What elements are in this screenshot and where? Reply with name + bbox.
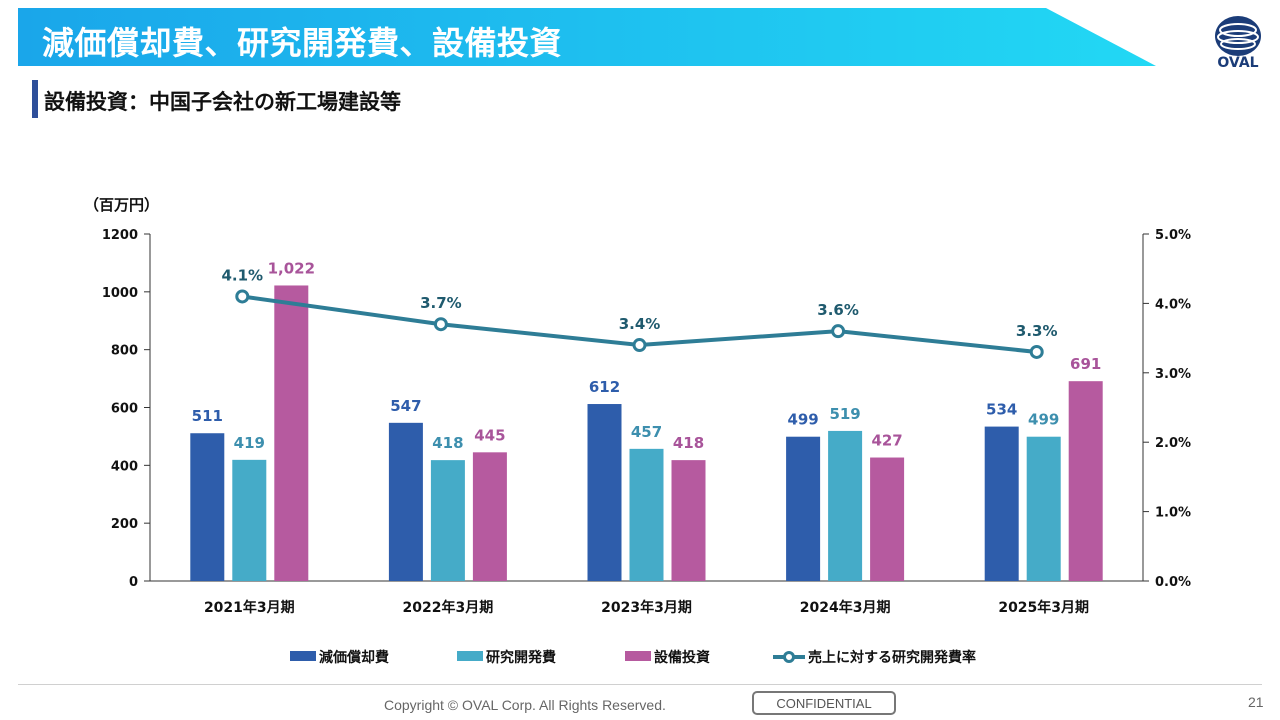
data-labels: 511 547 612 499 534 419 418 457 519 499 1,022 445 41…: [192, 259, 1102, 452]
bar-value-label: 511: [192, 407, 223, 425]
x-tick-label: 2024年3月期: [800, 599, 891, 616]
bar: [274, 285, 309, 581]
bar-value-label: 612: [589, 378, 620, 396]
legend-label: 減価償却費: [319, 649, 389, 666]
page-number: 21: [1248, 694, 1264, 710]
chart-axes: 0 200 400 600 800 1000 1200 0.0% 1.0% 2.0% 3.0% 4.0…: [102, 228, 1191, 616]
y2-tick-label: 3.0%: [1155, 367, 1191, 382]
footer-divider: [18, 684, 1262, 685]
bar: [232, 459, 267, 581]
rate-value-label: 4.1%: [221, 266, 263, 284]
x-tick-label: 2021年3月期: [204, 599, 295, 616]
bar-value-label: 418: [673, 434, 704, 452]
bar: [472, 452, 507, 581]
y-axis-unit-label: （百万円）: [84, 196, 159, 214]
combo-chart: （百万円） 0 200 400 600 800 1000 1200 0.0% 1.0% 2.0% 3…: [84, 196, 1191, 666]
bar-value-label: 419: [234, 434, 265, 452]
bar-value-label: 547: [390, 397, 421, 415]
bar-value-label: 1,022: [268, 259, 315, 277]
bar: [786, 436, 821, 581]
rate-point: [235, 289, 250, 304]
chart-legend: 減価償却費 研究開発費 設備投資 売上に対する研究開発費率: [290, 649, 976, 666]
y-tick-label: 400: [111, 459, 138, 474]
bar: [984, 426, 1019, 581]
rate-value-label: 3.7%: [420, 294, 462, 312]
bar: [430, 460, 465, 581]
bar-value-label: 499: [1028, 411, 1059, 429]
x-tick-label: 2022年3月期: [403, 599, 494, 616]
bar-value-label: 457: [631, 423, 662, 441]
bar: [870, 457, 905, 581]
legend-marker: [783, 651, 795, 663]
bar-value-label: 445: [474, 426, 505, 444]
rate-value-label: 3.6%: [817, 301, 859, 319]
bar: [1068, 381, 1103, 581]
y-tick-label: 1200: [102, 228, 138, 243]
y2-tick-label: 2.0%: [1155, 436, 1191, 451]
title-banner: [18, 8, 1156, 66]
bar-value-label: 418: [432, 434, 463, 452]
rate-value-label: 3.4%: [619, 315, 661, 333]
bar-value-label: 691: [1070, 355, 1101, 373]
y-tick-label: 600: [111, 402, 138, 417]
bar-value-label: 499: [787, 411, 818, 429]
legend-swatch: [625, 651, 651, 661]
bar: [828, 430, 863, 581]
bar: [671, 460, 706, 581]
bar: [388, 422, 423, 581]
bar: [190, 433, 225, 581]
legend-label: 設備投資: [654, 649, 710, 666]
bar: [629, 448, 664, 581]
oval-logo-icon: [1215, 16, 1261, 56]
rate-value-label: 3.3%: [1016, 322, 1058, 340]
y2-tick-label: 4.0%: [1155, 297, 1191, 312]
bar-value-label: 534: [986, 401, 1017, 419]
subtitle-accent-bar: [32, 80, 38, 118]
copyright-text: Copyright © OVAL Corp. All Rights Reserv…: [384, 697, 666, 713]
rate-point: [831, 324, 846, 339]
slide-subtitle: 設備投資：中国子会社の新工場建設等: [44, 90, 401, 114]
rate-line-series: [235, 289, 1044, 359]
legend-label: 研究開発費: [486, 649, 556, 666]
y2-tick-label: 1.0%: [1155, 506, 1191, 521]
rate-point: [433, 317, 448, 332]
rate-point: [1029, 344, 1044, 359]
y-tick-label: 0: [129, 575, 138, 590]
bar: [587, 404, 622, 581]
confidential-badge: CONFIDENTIAL: [752, 691, 896, 715]
y2-tick-label: 0.0%: [1155, 575, 1191, 590]
legend-swatch: [290, 651, 316, 661]
bar-value-label: 519: [829, 405, 860, 423]
bar-series: [190, 285, 1103, 581]
bar-value-label: 427: [871, 432, 902, 450]
x-tick-label: 2025年3月期: [998, 599, 1089, 616]
legend-label: 売上に対する研究開発費率: [808, 649, 976, 666]
slide-title: 減価償却費、研究開発費、設備投資: [42, 24, 563, 62]
logo-text: OVAL: [1217, 55, 1259, 71]
x-tick-label: 2023年3月期: [601, 599, 692, 616]
y-tick-label: 800: [111, 344, 138, 359]
y-tick-label: 200: [111, 517, 138, 532]
y-tick-label: 1000: [102, 286, 138, 301]
legend-swatch: [457, 651, 483, 661]
rate-point: [632, 338, 647, 353]
y2-tick-label: 5.0%: [1155, 228, 1191, 243]
bar: [1026, 436, 1061, 581]
